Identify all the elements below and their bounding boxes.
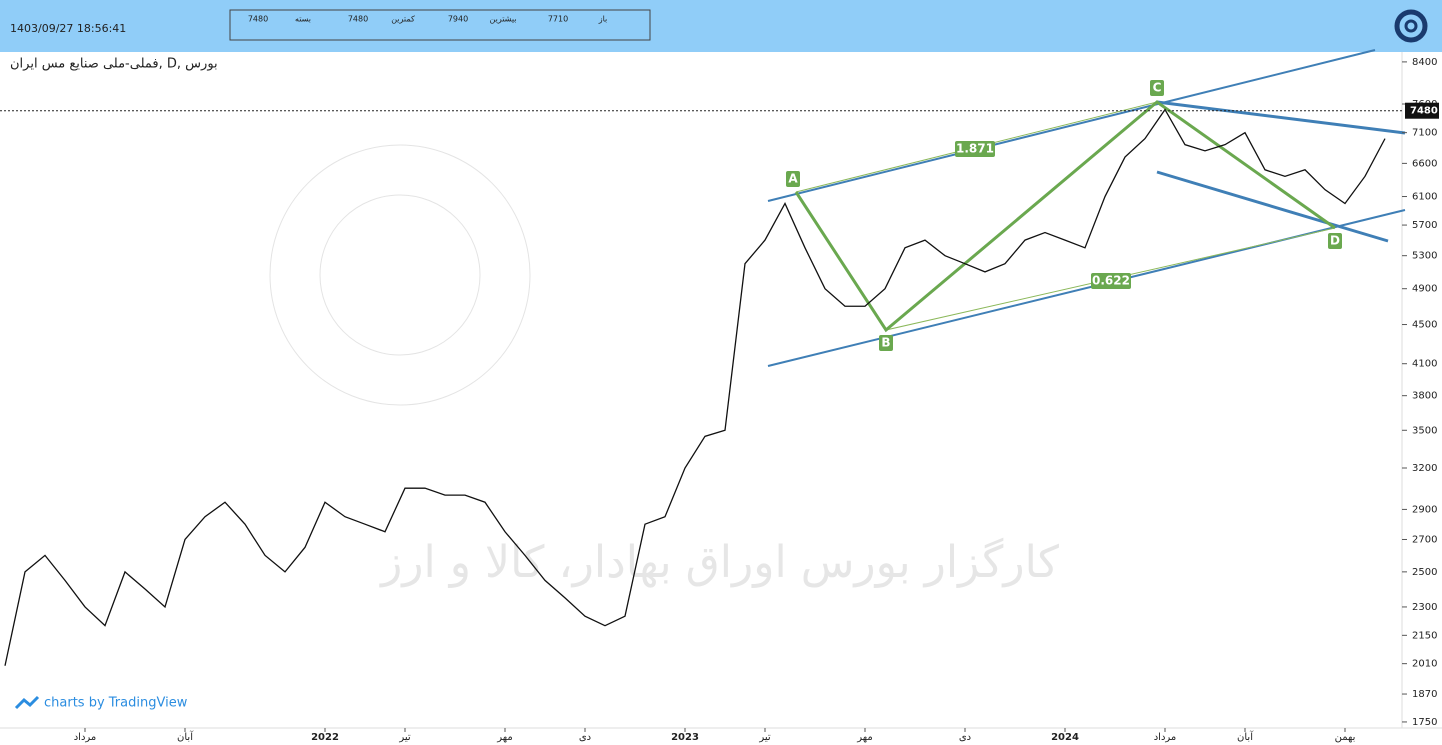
channel-line — [767, 49, 1376, 202]
annotation: 1.871 — [956, 142, 994, 156]
x-tick-label: دی — [959, 732, 971, 743]
y-tick-label: 4100 — [1412, 359, 1437, 370]
x-tick-label: تیر — [758, 732, 771, 743]
x-tick-label: آبان — [1237, 730, 1254, 743]
chart-title: فملی-ملی صنایع مس ایران, D, بورس — [10, 57, 218, 72]
channel-line — [1156, 170, 1389, 243]
x-tick-label: مهر — [856, 732, 872, 743]
y-tick-label: 5700 — [1412, 220, 1437, 231]
y-tick-label: 3500 — [1412, 425, 1437, 436]
quote-value: 7710 — [548, 15, 568, 24]
last-price-box — [1405, 102, 1439, 119]
last-price-label: 7480 — [1410, 106, 1438, 117]
quote-box — [229, 9, 651, 41]
y-tick-label: 2700 — [1412, 534, 1437, 545]
annotation: B — [881, 336, 890, 350]
x-tick-label: 2024 — [1051, 732, 1079, 743]
y-tick-label: 2150 — [1412, 630, 1437, 641]
y-tick-label: 2300 — [1412, 602, 1437, 613]
y-tick-label: 3800 — [1412, 391, 1437, 402]
annotation: 0.622 — [1092, 274, 1130, 288]
y-tick-label: 2500 — [1412, 567, 1437, 578]
y-tick-label: 7100 — [1412, 128, 1437, 139]
quote-label: بیشترین — [490, 15, 517, 24]
y-tick-label: 1870 — [1412, 689, 1437, 700]
y-tick-label: 2010 — [1412, 659, 1437, 670]
quote-value: 7940 — [448, 15, 468, 24]
y-tick-label: 4900 — [1412, 284, 1437, 295]
y-tick-label: 5300 — [1412, 251, 1437, 262]
x-tick-label: آبان — [177, 730, 194, 743]
x-tick-label: تیر — [398, 732, 411, 743]
y-tick-label: 4500 — [1412, 320, 1437, 331]
annotation-box — [955, 141, 995, 157]
watermark: کارگزار بورس اوراق بهادار، کالا و ارز — [379, 537, 1059, 588]
x-tick-label: مرداد — [1154, 732, 1177, 743]
credit: charts by TradingView — [44, 696, 188, 711]
logo-inner — [1404, 19, 1418, 33]
quote-value: 7480 — [248, 15, 268, 24]
abcd-path — [794, 100, 1336, 333]
y-tick-label: 8400 — [1412, 57, 1437, 68]
datetime: 1403/09/27 18:56:41 — [10, 22, 126, 35]
y-tick-label: 6100 — [1412, 192, 1437, 203]
credit-icon — [14, 695, 40, 710]
annotation-box — [879, 335, 893, 351]
x-tick-label: بهمن — [1335, 732, 1356, 743]
quote-label: کمترین — [391, 15, 415, 24]
pattern — [767, 49, 1406, 367]
x-tick-label: مرداد — [74, 732, 97, 743]
quote-label: بسته — [295, 15, 311, 24]
header-bar — [0, 0, 1442, 52]
watermark-logo — [319, 194, 481, 356]
annotation-box — [1328, 233, 1342, 249]
x-tick-label: دی — [579, 732, 591, 743]
x-tick-label: 2023 — [671, 732, 699, 743]
y-tick-label: 1750 — [1412, 717, 1437, 728]
y-tick-label: 3200 — [1412, 463, 1437, 474]
annotation: C — [1153, 81, 1162, 95]
y-tick-label: 6600 — [1412, 158, 1437, 169]
annotation-box — [1091, 273, 1131, 289]
y-tick-label: 2900 — [1412, 504, 1437, 515]
annotation-box — [786, 171, 800, 187]
quote-label: باز — [598, 15, 608, 24]
price-line — [4, 108, 1386, 666]
channel-line — [1156, 100, 1406, 135]
annotation-box — [1150, 80, 1164, 96]
logo — [1394, 9, 1428, 43]
annotation: D — [1330, 234, 1340, 248]
x-tick-label: 2022 — [311, 732, 339, 743]
watermark-logo — [269, 144, 531, 406]
annotation: A — [788, 172, 798, 186]
x-tick-label: مهر — [496, 732, 512, 743]
quote-value: 7480 — [348, 15, 368, 24]
